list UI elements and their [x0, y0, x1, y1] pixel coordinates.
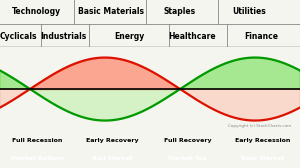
Text: Basic Materials: Basic Materials [78, 7, 144, 16]
Text: Staples: Staples [164, 7, 196, 16]
Text: Finance: Finance [244, 32, 278, 41]
Text: Cyclicals: Cyclicals [0, 32, 37, 41]
Text: Bull Market: Bull Market [92, 156, 133, 161]
Text: Healthcare: Healthcare [168, 32, 216, 41]
Text: Utilities: Utilities [232, 7, 266, 16]
Text: Energy: Energy [114, 32, 144, 41]
Text: Bear Market: Bear Market [241, 156, 284, 161]
Text: Market Bottom: Market Bottom [11, 156, 64, 161]
Text: Industrials: Industrials [40, 32, 86, 41]
Text: Full Recovery: Full Recovery [164, 138, 211, 143]
Text: Early Recession: Early Recession [235, 138, 290, 143]
Text: Technology: Technology [11, 7, 61, 16]
Text: Copyright (c) StockCharts.com: Copyright (c) StockCharts.com [228, 124, 291, 128]
Text: Full Recession: Full Recession [12, 138, 63, 143]
Text: Early Recovery: Early Recovery [86, 138, 139, 143]
Text: Market Top: Market Top [168, 156, 207, 161]
